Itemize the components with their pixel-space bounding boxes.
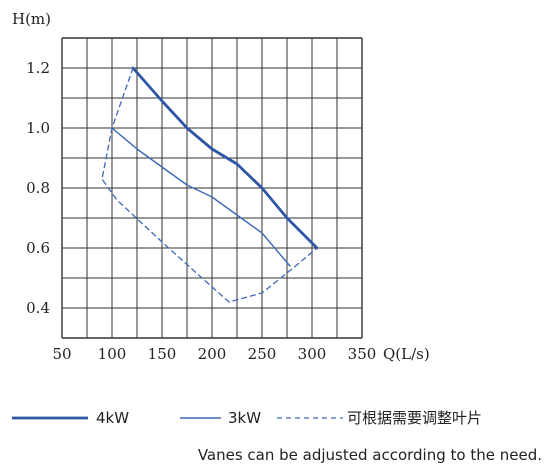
series-line-2 [111, 127, 291, 267]
chart: 50 100 150 200 250 300 350 0.4 0.6 0.8 1.0 1.2 H(m… [12, 10, 482, 427]
x-tick-label: 50 [52, 345, 71, 363]
series-layer [101, 66, 319, 303]
x-tick-label: 300 [298, 345, 327, 363]
y-tick-labels: 0.4 0.6 0.8 1.0 1.2 [26, 59, 50, 317]
y-tick-label: 1.0 [26, 119, 50, 137]
legend-label-3: 可根据需要调整叶片 [347, 409, 482, 427]
series-line-3 [101, 67, 318, 303]
legend-label-1: 4kW [96, 409, 129, 427]
grid [61, 37, 363, 339]
x-tick-label: 200 [198, 345, 227, 363]
x-tick-label: 350 [348, 345, 377, 363]
y-tick-label: 1.2 [26, 59, 50, 77]
legend-label-2: 3kW [228, 409, 261, 427]
x-tick-label: 250 [248, 345, 277, 363]
legend: 4kW 3kW 可根据需要调整叶片 [12, 409, 482, 427]
x-tick-label: 100 [98, 345, 127, 363]
x-tick-label: 150 [148, 345, 177, 363]
y-tick-label: 0.8 [26, 179, 50, 197]
x-tick-labels: 50 100 150 200 250 300 350 [52, 345, 376, 363]
series-line-1 [131, 66, 319, 250]
y-tick-label: 0.6 [26, 239, 50, 257]
x-axis-label: Q(L/s) [383, 345, 430, 363]
y-tick-label: 0.4 [26, 299, 50, 317]
y-axis-label: H(m) [12, 10, 51, 28]
vanes-note: Vanes can be adjusted according to the n… [197, 446, 542, 464]
